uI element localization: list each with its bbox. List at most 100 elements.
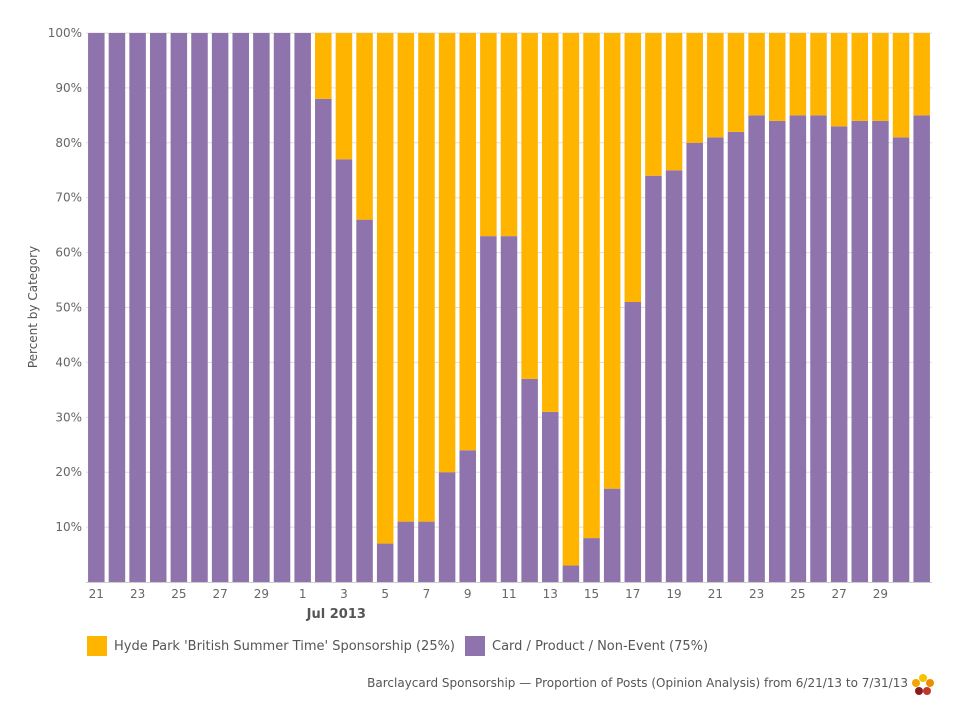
bar-card-product (686, 142, 703, 583)
x-tick-label: 23 (130, 587, 145, 601)
x-tick-label: 5 (381, 587, 389, 601)
bar-card-product (397, 521, 415, 582)
bar-card-product (191, 33, 208, 582)
bar-hyde-park (521, 33, 538, 379)
bar-card-product (88, 33, 105, 582)
x-tick-label: 17 (625, 587, 640, 601)
month-label: Jul 2013 (306, 607, 366, 622)
bar-card-product (376, 543, 394, 582)
x-tick-label: 21 (708, 587, 723, 601)
bar-hyde-park (645, 33, 662, 176)
x-tick-label: 15 (584, 587, 599, 601)
bar-hyde-park (500, 33, 518, 237)
bar-hyde-park (397, 33, 415, 522)
x-tick-label: 3 (340, 587, 348, 601)
x-tick-label: 1 (299, 587, 307, 601)
x-tick-label: 13 (543, 587, 558, 601)
bar-card-product (335, 159, 353, 582)
bar-card-product (727, 131, 745, 582)
legend-item-hyde-park[interactable]: Hyde Park 'British Summer Time' Sponsors… (87, 636, 455, 656)
bar-hyde-park (315, 33, 332, 99)
bar-card-product (562, 565, 580, 582)
bar-card-product (170, 33, 188, 582)
bar-hyde-park (913, 33, 930, 116)
y-tick-label: 80% (55, 136, 82, 150)
bar-card-product (273, 33, 291, 582)
bar-card-product (542, 411, 559, 582)
bar-card-product (315, 98, 332, 582)
bar-hyde-park (438, 33, 456, 473)
bar-hyde-park (583, 33, 600, 539)
bar-hyde-park (335, 33, 353, 160)
bar-card-product (129, 33, 146, 582)
x-tick-label: 27 (212, 587, 227, 601)
bar-hyde-park (872, 33, 889, 121)
x-tick-label: 9 (464, 587, 472, 601)
x-tick-label: 7 (423, 587, 431, 601)
x-tick-label: 21 (89, 587, 104, 601)
bar-card-product (418, 521, 435, 582)
legend-item-card-product[interactable]: Card / Product / Non-Event (75%) (465, 636, 708, 656)
x-tick-label: 11 (501, 587, 516, 601)
bar-card-product (232, 33, 250, 582)
bar-card-product (583, 538, 600, 582)
y-tick-label: 60% (55, 246, 82, 260)
x-tick-label: 27 (832, 587, 847, 601)
y-tick-label: 20% (55, 465, 82, 479)
bar-card-product (810, 115, 827, 582)
bar-card-product (149, 33, 167, 582)
bar-hyde-park (789, 33, 807, 116)
bar-hyde-park (459, 33, 476, 451)
bar-hyde-park (810, 33, 827, 116)
bar-hyde-park (376, 33, 394, 544)
y-axis: 10% 20% 30% 40% 50% 60% 70% 80% 90% 100% (48, 26, 82, 534)
bar-card-product (892, 137, 910, 582)
chart-caption: Barclaycard Sponsorship — Proportion of … (367, 676, 908, 690)
bar-card-product (768, 120, 786, 582)
flower-logo-icon (912, 674, 934, 695)
y-tick-label: 90% (55, 81, 82, 95)
bar-hyde-park (748, 33, 765, 116)
bar-hyde-park (727, 33, 745, 132)
x-axis: 21 23 25 27 29 1 3 5 7 9 11 13 15 17 19 21 23 25 27 29 (86, 582, 932, 601)
x-tick-label: 19 (666, 587, 681, 601)
bar-hyde-park (830, 33, 848, 127)
legend-label-hyde-park: Hyde Park 'British Summer Time' Sponsors… (114, 638, 456, 654)
bar-card-product (108, 33, 126, 582)
bar-card-product (500, 236, 518, 582)
legend-swatch-card-product (465, 636, 486, 656)
legend-swatch-hyde-park (87, 636, 107, 656)
bar-card-product (913, 115, 930, 582)
y-tick-label: 10% (55, 520, 82, 534)
bar-hyde-park (686, 33, 703, 143)
y-axis-title: Percent by Category (26, 246, 40, 368)
bar-hyde-park (562, 33, 580, 566)
bar-card-product (211, 33, 229, 582)
y-tick-label: 40% (55, 355, 82, 369)
bar-hyde-park (624, 33, 642, 303)
bar-hyde-park (768, 33, 786, 121)
bar-card-product (707, 137, 724, 582)
bar-card-product (624, 302, 642, 582)
bar-card-product (603, 488, 621, 582)
bar-card-product (356, 219, 373, 582)
bar-card-product (748, 115, 765, 582)
bar-hyde-park (603, 33, 621, 489)
y-tick-label: 50% (55, 301, 82, 315)
bar-card-product (830, 126, 848, 582)
bar-hyde-park (542, 33, 559, 412)
bar-card-product (480, 236, 497, 582)
y-tick-label: 70% (55, 191, 82, 205)
bar-card-product (789, 115, 807, 582)
bar-card-product (645, 175, 662, 583)
bar-hyde-park (851, 33, 869, 121)
bar-card-product (521, 378, 538, 582)
bars (88, 33, 930, 583)
bar-hyde-park (707, 33, 724, 138)
x-tick-label: 23 (749, 587, 764, 601)
bar-hyde-park (665, 33, 683, 171)
bar-hyde-park (418, 33, 435, 522)
bar-card-product (294, 33, 311, 582)
legend-label-card-product: Card / Product / Non-Event (75%) (492, 638, 709, 654)
